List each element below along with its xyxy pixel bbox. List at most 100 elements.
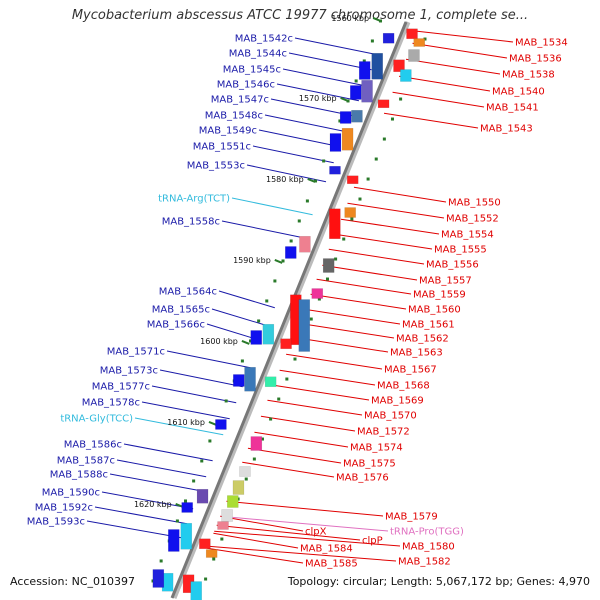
gene-feature[interactable] <box>196 488 209 504</box>
gene-label[interactable]: MAB_1551c <box>193 142 251 153</box>
gene-label[interactable]: MAB_1590c <box>42 488 100 499</box>
gene-feature[interactable] <box>382 32 395 44</box>
gene-label[interactable]: MAB_1577c <box>92 382 150 393</box>
gene-label[interactable]: MAB_1548c <box>205 111 263 122</box>
gene-feature[interactable] <box>227 495 239 508</box>
gene-label[interactable]: MAB_1568 <box>377 381 430 392</box>
gene-feature[interactable] <box>205 549 218 558</box>
gene-label[interactable]: MAB_1554 <box>441 230 494 241</box>
trna-label[interactable]: tRNA-Arg(TCT) <box>158 194 230 205</box>
gene-feature[interactable] <box>280 338 292 350</box>
gene-feature[interactable] <box>322 258 335 273</box>
gene-feature[interactable] <box>199 538 211 550</box>
gene-feature[interactable] <box>250 436 263 451</box>
gene-label[interactable]: MAB_1563 <box>390 348 443 359</box>
gene-feature[interactable] <box>152 569 165 588</box>
gene-label[interactable]: MAB_1567 <box>384 365 437 376</box>
gene-feature[interactable] <box>406 28 418 40</box>
gene-feature[interactable] <box>262 323 275 345</box>
gene-label[interactable]: MAB_1569 <box>371 396 424 407</box>
gene-label[interactable]: MAB_1547c <box>211 95 269 106</box>
gene-feature[interactable] <box>350 85 362 100</box>
gene-feature[interactable] <box>190 581 202 600</box>
gene-label[interactable]: MAB_1572 <box>357 427 410 438</box>
gene-label[interactable]: MAB_1559 <box>413 290 466 301</box>
gene-feature[interactable] <box>351 109 363 123</box>
gene-label[interactable]: MAB_1564c <box>159 287 217 298</box>
gene-feature[interactable] <box>377 99 390 109</box>
gene-label[interactable]: MAB_1592c <box>35 503 93 514</box>
gene-feature[interactable] <box>346 175 359 185</box>
gene-feature[interactable] <box>393 59 405 73</box>
gene-feature[interactable] <box>239 466 251 477</box>
gene-feature[interactable] <box>232 480 245 495</box>
gene-label[interactable]: MAB_1573c <box>100 366 158 377</box>
gene-label[interactable]: MAB_1565c <box>152 305 210 316</box>
gene-label[interactable]: MAB_1571c <box>107 347 165 358</box>
gene-label[interactable]: MAB_1560 <box>408 305 461 316</box>
gene-feature[interactable] <box>400 69 412 82</box>
gene-feature[interactable] <box>250 330 263 345</box>
gene-label[interactable]: MAB_1585 <box>305 559 358 570</box>
gene-label[interactable]: MAB_1556 <box>426 260 479 271</box>
gene-label[interactable]: MAB_1540 <box>492 87 545 98</box>
gene-label[interactable]: MAB_1575 <box>343 459 396 470</box>
gene-feature[interactable] <box>221 509 233 522</box>
gene-label[interactable]: MAB_1534 <box>515 38 568 49</box>
gene-feature[interactable] <box>217 521 229 530</box>
gene-label[interactable]: MAB_1543 <box>480 124 533 135</box>
gene-label[interactable]: MAB_1549c <box>199 126 257 137</box>
gene-label[interactable]: MAB_1570 <box>364 411 417 422</box>
gene-label[interactable]: MAB_1593c <box>27 517 85 528</box>
gene-feature[interactable] <box>339 111 352 124</box>
gene-label[interactable]: MAB_1557 <box>419 276 472 287</box>
gene-label[interactable]: MAB_1538 <box>502 70 555 81</box>
gene-label[interactable]: MAB_1544c <box>229 49 287 60</box>
gene-feature[interactable] <box>215 419 227 430</box>
gene-feature[interactable] <box>341 127 354 151</box>
gene-label[interactable]: MAB_1587c <box>57 456 115 467</box>
gene-label[interactable]: clpP <box>362 536 383 547</box>
gene-feature[interactable] <box>180 522 193 550</box>
gene-label[interactable]: MAB_1578c <box>82 398 140 409</box>
gene-label[interactable]: MAB_1579 <box>385 512 438 523</box>
gene-label[interactable]: clpX <box>305 527 327 538</box>
gene-label[interactable]: MAB_1574 <box>350 443 403 454</box>
gene-feature[interactable] <box>358 61 371 80</box>
chromosome-backbone[interactable] <box>170 21 408 599</box>
gene-feature[interactable] <box>181 502 193 513</box>
gene-feature[interactable] <box>244 366 256 392</box>
gene-feature[interactable] <box>413 38 425 47</box>
gene-feature[interactable] <box>408 49 420 62</box>
gene-feature[interactable] <box>329 133 342 152</box>
gene-label[interactable]: MAB_1566c <box>147 320 205 331</box>
gene-label[interactable]: MAB_1550 <box>448 198 501 209</box>
gene-label[interactable]: MAB_1582 <box>398 557 451 568</box>
gene-label[interactable]: MAB_1562 <box>396 334 449 345</box>
gene-label[interactable]: MAB_1586c <box>64 440 122 451</box>
trna-label[interactable]: tRNA-Pro(TGG) <box>390 527 464 538</box>
trna-label[interactable]: tRNA-Gly(TCC) <box>60 414 133 425</box>
gene-label[interactable]: MAB_1545c <box>223 65 281 76</box>
gene-feature[interactable] <box>168 529 180 552</box>
gene-label[interactable]: MAB_1542c <box>235 34 293 45</box>
gene-feature[interactable] <box>311 288 324 299</box>
gene-feature[interactable] <box>329 165 341 175</box>
gene-label[interactable]: MAB_1584 <box>300 544 353 555</box>
gene-feature[interactable] <box>264 376 277 388</box>
gene-label[interactable]: MAB_1561 <box>402 320 455 331</box>
gene-feature[interactable] <box>361 79 373 103</box>
gene-label[interactable]: MAB_1552 <box>446 214 499 225</box>
gene-label[interactable]: MAB_1536 <box>509 54 562 65</box>
gene-label[interactable]: MAB_1580 <box>402 542 455 553</box>
gene-label[interactable]: MAB_1546c <box>217 80 275 91</box>
gene-label[interactable]: MAB_1576 <box>336 473 389 484</box>
gene-label[interactable]: MAB_1558c <box>162 217 220 228</box>
gene-feature[interactable] <box>285 246 297 259</box>
gene-feature[interactable] <box>344 207 356 218</box>
gene-feature[interactable] <box>329 208 341 240</box>
gene-label[interactable]: MAB_1588c <box>50 470 108 481</box>
gene-feature[interactable] <box>299 235 311 253</box>
gene-label[interactable]: MAB_1555 <box>434 245 487 256</box>
